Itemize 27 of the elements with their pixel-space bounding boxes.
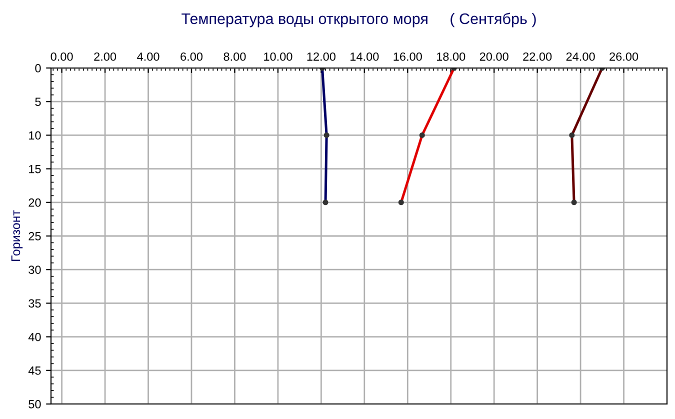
x-tick-label: 22.00	[523, 52, 552, 61]
y-tick-label: 25	[28, 232, 41, 240]
y-tick-label: 20	[28, 198, 41, 207]
y-tick-label: 5	[35, 98, 41, 106]
y-tick-label: 30	[28, 266, 41, 274]
y-axis-title: Горизонт	[11, 210, 23, 261]
x-tick-label: 0.00	[50, 52, 73, 61]
x-tick-label: 20.00	[480, 52, 508, 61]
y-tick-label: 0	[35, 64, 41, 72]
x-tick-label: 26.00	[610, 52, 638, 61]
x-tick-label: 4.00	[137, 52, 160, 61]
y-tick-label: 50	[28, 400, 41, 408]
chart-title: Температура воды открытого моря ( Сентябрь )	[182, 12, 536, 28]
y-tick-label: 45	[28, 366, 41, 375]
x-tick-label: 24.00	[566, 52, 595, 61]
x-tick-label: 18.00	[436, 52, 466, 61]
x-tick-label: 16.00	[394, 52, 422, 61]
x-tick-label: 14.00	[350, 52, 379, 61]
x-tick-label: 8.00	[224, 52, 246, 61]
x-tick-label: 2.00	[94, 52, 116, 61]
y-tick-label: 10	[29, 131, 41, 140]
y-tick-label: 40	[28, 332, 41, 342]
x-tick-label: 6.00	[180, 52, 203, 61]
x-tick-label: 12.00	[307, 52, 336, 61]
y-tick-label: 35	[28, 299, 41, 308]
x-tick-label: 10.00	[264, 52, 292, 61]
y-tick-label: 15	[29, 164, 41, 174]
